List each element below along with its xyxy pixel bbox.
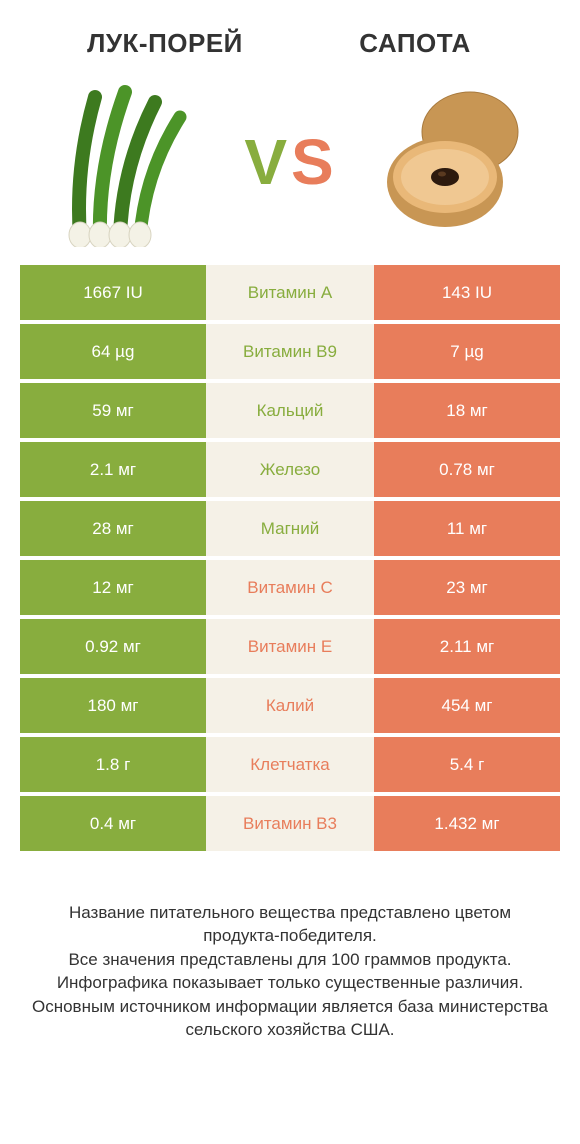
right-value: 5.4 г	[374, 737, 560, 792]
left-value: 0.92 мг	[20, 619, 206, 674]
right-value: 143 IU	[374, 265, 560, 320]
table-row: 180 мгКалий454 мг	[20, 678, 560, 733]
nutrient-label: Железо	[206, 442, 374, 497]
left-value: 59 мг	[20, 383, 206, 438]
comparison-table: 1667 IUВитамин A143 IU64 µgВитамин B97 µ…	[0, 265, 580, 851]
footer-line: сельского хозяйства США.	[22, 1018, 558, 1041]
right-value: 2.11 мг	[374, 619, 560, 674]
leek-image	[40, 77, 210, 247]
left-value: 28 мг	[20, 501, 206, 556]
left-value: 180 мг	[20, 678, 206, 733]
nutrient-label: Витамин E	[206, 619, 374, 674]
footer-line: Инфографика показывает только существенн…	[22, 971, 558, 994]
nutrient-label: Клетчатка	[206, 737, 374, 792]
vs-s: S	[291, 130, 336, 194]
header: ЛУК-ПОРЕЙ САПОТА	[0, 0, 580, 67]
footer-line: Все значения представлены для 100 граммо…	[22, 948, 558, 971]
nutrient-label: Калий	[206, 678, 374, 733]
table-row: 28 мгМагний11 мг	[20, 501, 560, 556]
left-value: 64 µg	[20, 324, 206, 379]
vs-v: V	[244, 130, 289, 194]
table-row: 59 мгКальций18 мг	[20, 383, 560, 438]
table-row: 2.1 мгЖелезо0.78 мг	[20, 442, 560, 497]
right-product-title: САПОТА	[290, 28, 540, 59]
hero-row: VS	[0, 67, 580, 265]
footer-line: продукта-победителя.	[22, 924, 558, 947]
right-value: 23 мг	[374, 560, 560, 615]
vs-label: VS	[244, 130, 335, 194]
right-value: 11 мг	[374, 501, 560, 556]
right-value: 18 мг	[374, 383, 560, 438]
left-value: 0.4 мг	[20, 796, 206, 851]
left-value: 12 мг	[20, 560, 206, 615]
table-row: 64 µgВитамин B97 µg	[20, 324, 560, 379]
left-value: 1.8 г	[20, 737, 206, 792]
right-value: 7 µg	[374, 324, 560, 379]
right-value: 0.78 мг	[374, 442, 560, 497]
nutrient-label: Магний	[206, 501, 374, 556]
nutrient-label: Витамин B3	[206, 796, 374, 851]
table-row: 12 мгВитамин C23 мг	[20, 560, 560, 615]
footer-note: Название питательного вещества представл…	[0, 855, 580, 1042]
right-value: 454 мг	[374, 678, 560, 733]
left-value: 2.1 мг	[20, 442, 206, 497]
nutrient-label: Витамин A	[206, 265, 374, 320]
right-value: 1.432 мг	[374, 796, 560, 851]
sapota-image	[370, 77, 540, 247]
nutrient-label: Кальций	[206, 383, 374, 438]
table-row: 1.8 гКлетчатка5.4 г	[20, 737, 560, 792]
footer-line: Основным источником информации является …	[22, 995, 558, 1018]
left-value: 1667 IU	[20, 265, 206, 320]
table-row: 1667 IUВитамин A143 IU	[20, 265, 560, 320]
nutrient-label: Витамин B9	[206, 324, 374, 379]
left-product-title: ЛУК-ПОРЕЙ	[40, 28, 290, 59]
table-row: 0.92 мгВитамин E2.11 мг	[20, 619, 560, 674]
nutrient-label: Витамин C	[206, 560, 374, 615]
table-row: 0.4 мгВитамин B31.432 мг	[20, 796, 560, 851]
footer-line: Название питательного вещества представл…	[22, 901, 558, 924]
